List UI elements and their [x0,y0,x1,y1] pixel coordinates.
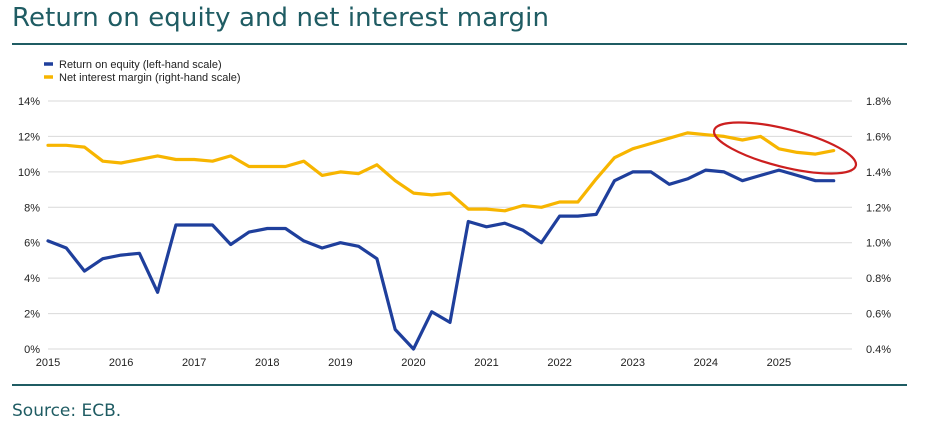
y-left-tick-label: 6% [24,238,40,250]
y-right-tick-label: 1.8% [866,96,891,108]
y-left-tick-label: 4% [24,273,40,285]
legend-label: Return on equity (left-hand scale) [59,59,222,71]
y-right-tick-label: 1.4% [866,167,891,179]
legend-label: Net interest margin (right-hand scale) [59,72,241,84]
x-tick-label: 2018 [255,357,279,369]
y-right-tick-label: 1.6% [866,131,891,143]
y-left-tick-label: 12% [18,131,40,143]
x-tick-label: 2019 [328,357,352,369]
x-tick-label: 2024 [694,357,718,369]
x-tick-label: 2020 [401,357,425,369]
series-line-net-interest-margin [46,131,836,213]
x-tick-label: 2016 [109,357,133,369]
x-tick-label: 2017 [182,357,206,369]
y-left-tick-label: 0% [24,344,40,356]
y-right-tick-label: 0.6% [866,309,891,321]
highlight-ellipse [712,121,858,175]
source-divider [12,384,907,386]
x-tick-label: 2022 [547,357,571,369]
x-tick-label: 2025 [767,357,791,369]
y-right-tick-label: 0.8% [866,273,891,285]
y-right-tick-label: 0.4% [866,344,891,356]
x-tick-label: 2015 [36,357,60,369]
y-right-tick-label: 1.0% [866,238,891,250]
y-right-tick-label: 1.2% [866,202,891,214]
chart: 0% 0.4% 2% 0.6% 4% 0.8% 6% 1.0% 8% 1.2% 10% 1.4% 12%… [18,59,891,369]
y-left-tick-label: 10% [18,167,40,179]
chart-title: Return on equity and net interest margin [12,3,550,33]
y-left-tick-label: 8% [24,202,40,214]
x-tick-label: 2023 [620,357,644,369]
series-line-return-on-equity [46,168,836,351]
x-tick-label: 2021 [474,357,498,369]
y-left-tick-label: 14% [18,96,40,108]
source-note: Source: ECB. [12,401,122,421]
title-divider [12,43,907,45]
y-left-tick-label: 2% [24,309,40,321]
